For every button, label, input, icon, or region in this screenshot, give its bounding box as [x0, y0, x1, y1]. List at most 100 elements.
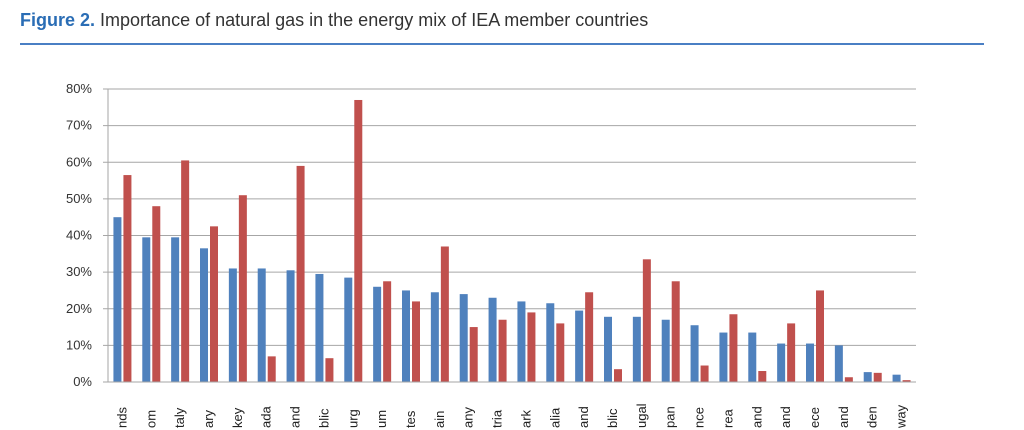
bars — [113, 99, 911, 383]
bar-series-1 — [459, 294, 468, 382]
bar-series-2 — [614, 369, 622, 382]
bar-series-2 — [816, 290, 824, 382]
x-tick-label: rea — [720, 408, 735, 428]
bar-series-1 — [690, 325, 699, 382]
x-tick-label: ary — [201, 409, 216, 428]
x-tick-label: ece — [807, 407, 822, 428]
x-tick-label: tria — [490, 409, 505, 428]
bar-series-2 — [873, 372, 882, 382]
y-tick-label: 10% — [66, 337, 92, 352]
bar-series-1 — [315, 273, 324, 382]
title-rule — [20, 43, 984, 45]
x-tick-label: and — [749, 406, 764, 428]
y-axis: 0% 10% 20% 30% 40% 50% 60% 70% 80% — [66, 81, 109, 389]
x-tick-label: any — [461, 407, 476, 428]
bar-series-2 — [354, 99, 363, 383]
x-tick-label: tes — [403, 410, 418, 428]
bar-series-1 — [286, 270, 295, 382]
x-tick-label: and — [778, 406, 793, 428]
bar-series-2 — [844, 377, 853, 382]
bar-series-1 — [719, 332, 728, 382]
bar-series-1 — [402, 290, 410, 382]
bar-series-2 — [729, 314, 738, 382]
x-tick-label: nds — [114, 407, 129, 428]
bar-series-2 — [642, 259, 651, 382]
bar-series-1 — [834, 345, 843, 382]
bar-series-2 — [412, 301, 420, 382]
bar-series-1 — [200, 248, 208, 382]
bar-series-2 — [296, 165, 305, 382]
bar-series-2 — [902, 380, 911, 382]
figure-header: Figure 2. Importance of natural gas in t… — [20, 10, 984, 45]
figure-label: Figure 2. — [20, 10, 96, 30]
bar-series-2 — [469, 327, 478, 382]
bar-series-1 — [373, 286, 382, 382]
bar-series-2 — [671, 281, 680, 382]
bar-series-1 — [632, 316, 641, 382]
bar-series-1 — [113, 217, 122, 382]
y-tick-label: 0% — [73, 374, 92, 389]
bar-series-1 — [892, 374, 901, 382]
x-tick-label: urg — [345, 409, 360, 428]
bar-series-1 — [171, 237, 180, 382]
bar-series-1 — [228, 268, 237, 382]
bar-series-2 — [123, 175, 132, 382]
y-tick-label: 70% — [66, 118, 92, 133]
bar-series-1 — [661, 319, 670, 382]
x-tick-label: ugal — [634, 403, 649, 428]
x-tick-label: and — [836, 406, 851, 428]
bar-series-1 — [863, 372, 872, 382]
bar-series-1 — [430, 292, 439, 382]
bar-series-2 — [383, 281, 392, 382]
y-tick-label: 80% — [66, 81, 92, 96]
bar-series-2 — [700, 365, 709, 382]
bar-series-2 — [238, 195, 247, 382]
bar-series-2 — [787, 323, 796, 382]
bar-series-2 — [527, 312, 536, 382]
x-tick-label: om — [143, 410, 158, 428]
x-tick-label: key — [230, 407, 245, 428]
figure-title-text: Importance of natural gas in the energy … — [100, 10, 649, 30]
x-tick-label: and — [288, 406, 303, 428]
x-tick-label: way — [894, 404, 909, 429]
bar-series-1 — [517, 301, 526, 382]
x-tick-label: taly — [172, 407, 187, 428]
x-tick-label: alia — [547, 407, 562, 428]
y-tick-label: 40% — [66, 228, 92, 243]
x-axis: nds om taly ary key ada and blic urg um tes ain any t… — [108, 381, 916, 429]
bar-series-1 — [575, 310, 584, 382]
bar-series-1 — [748, 332, 757, 382]
bar-series-2 — [210, 226, 218, 382]
bar-series-2 — [325, 358, 334, 382]
y-tick-label: 20% — [66, 301, 92, 316]
bar-series-1 — [488, 297, 497, 382]
bar-series-1 — [777, 343, 786, 382]
bar-series-2 — [758, 371, 767, 382]
figure-title: Figure 2. Importance of natural gas in t… — [20, 10, 984, 31]
y-tick-label: 50% — [66, 191, 92, 206]
x-tick-label: nce — [692, 407, 707, 428]
x-tick-label: and — [576, 406, 591, 428]
bar-series-2 — [267, 356, 276, 382]
y-tick-label: 60% — [66, 154, 92, 169]
bar-series-2 — [440, 246, 449, 382]
bar-series-1 — [257, 268, 266, 382]
bar-series-1 — [344, 277, 353, 382]
bar-series-2 — [152, 206, 161, 382]
x-tick-label: den — [865, 406, 880, 428]
x-tick-label: blic — [605, 408, 620, 428]
y-tick-label: 30% — [66, 264, 92, 279]
bar-series-1 — [806, 343, 814, 382]
bar-series-2 — [556, 323, 565, 382]
x-tick-label: um — [374, 410, 389, 428]
x-tick-label: ark — [518, 409, 533, 428]
bar-series-1 — [142, 237, 151, 382]
bar-series-2 — [585, 292, 594, 382]
bar-series-2 — [498, 319, 507, 382]
bar-series-1 — [604, 316, 612, 382]
x-tick-label: ada — [259, 406, 274, 428]
x-tick-label: ain — [432, 411, 447, 428]
x-tick-label: pan — [663, 406, 678, 428]
x-tick-label: blic — [316, 408, 331, 428]
